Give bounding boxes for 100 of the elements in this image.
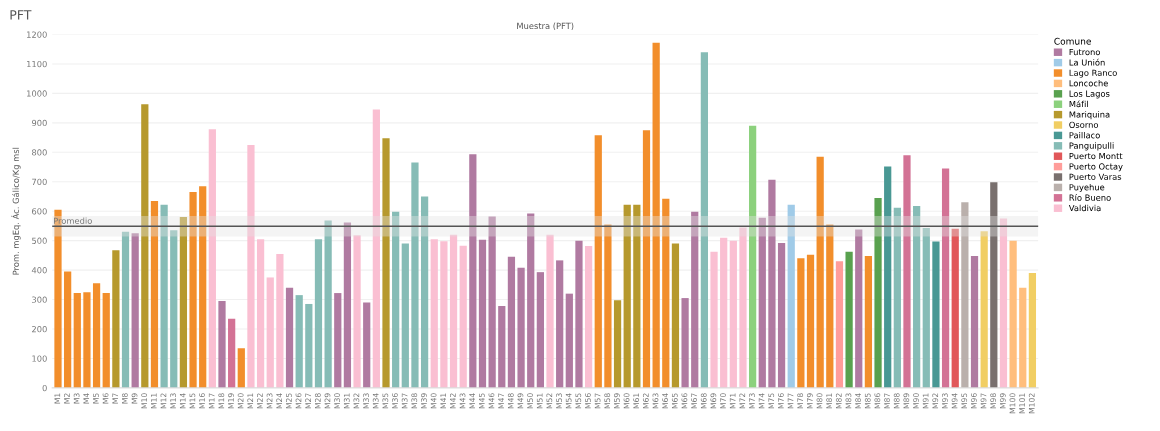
bar	[218, 301, 226, 388]
bar	[777, 243, 786, 388]
bar	[633, 204, 641, 388]
bar	[247, 144, 255, 388]
bar	[199, 186, 207, 388]
bar	[237, 348, 245, 388]
bar	[488, 216, 496, 388]
bar	[768, 179, 776, 388]
bar	[941, 168, 950, 388]
bar	[826, 224, 834, 388]
y-tick-label: 200	[32, 325, 47, 333]
bar	[392, 211, 400, 388]
bar	[758, 217, 766, 388]
bar	[498, 306, 506, 388]
bar	[546, 234, 554, 388]
bar	[64, 271, 72, 388]
bar	[1028, 273, 1037, 388]
bar	[363, 302, 371, 388]
y-axis-title: Prom. mgEq. Ác. Gálico/Kg msl	[11, 147, 21, 275]
bar	[604, 224, 612, 388]
bar	[903, 155, 911, 388]
bar	[536, 272, 544, 388]
legend-title: Comune	[1054, 37, 1091, 45]
bar	[266, 277, 274, 388]
bar	[478, 239, 487, 388]
bar	[980, 231, 988, 388]
bar	[507, 256, 516, 388]
bar	[343, 222, 352, 388]
bar	[440, 241, 448, 388]
legend-label: Loncoche	[1069, 79, 1108, 87]
bar	[527, 213, 535, 388]
bar	[864, 255, 873, 388]
bar	[681, 298, 689, 388]
bar	[787, 204, 795, 388]
legend-label: Osorno	[1069, 121, 1099, 128]
bar	[816, 156, 824, 388]
bar	[575, 240, 583, 388]
bar	[720, 237, 728, 388]
bar	[353, 235, 361, 388]
bar	[797, 258, 805, 388]
bar	[594, 135, 602, 388]
bar	[652, 42, 660, 388]
y-tick-label: 300	[32, 296, 47, 303]
bar	[806, 254, 815, 388]
bar	[170, 230, 178, 388]
bar	[160, 204, 168, 388]
bar	[845, 251, 853, 388]
bar	[565, 293, 573, 388]
bar	[1019, 287, 1027, 388]
bar	[372, 109, 380, 388]
bar	[401, 243, 409, 388]
legend-label: Puerto Varas	[1069, 173, 1122, 180]
legend-label: Puyehue	[1069, 183, 1105, 192]
bar	[671, 243, 680, 388]
y-tick-label: 800	[32, 149, 47, 156]
bar	[1009, 240, 1017, 388]
chart-subtitle: Muestra (PFT)	[517, 22, 574, 31]
bar	[179, 217, 188, 388]
bar	[961, 202, 969, 388]
bar	[913, 205, 921, 388]
bar	[314, 239, 323, 388]
legend-label: Los Lagos	[1069, 90, 1110, 99]
bar	[73, 293, 81, 388]
bar	[256, 239, 265, 388]
bar	[884, 166, 892, 388]
bar	[83, 292, 91, 388]
bar	[556, 260, 564, 388]
bar	[295, 295, 303, 388]
bar	[932, 241, 940, 388]
bar	[855, 229, 863, 388]
y-tick-label: 400	[31, 267, 47, 274]
bar	[999, 218, 1008, 388]
bar	[420, 196, 429, 388]
bar	[141, 104, 149, 388]
legend-label: La Unión	[1069, 58, 1105, 66]
bar	[642, 130, 651, 388]
legend-label: Mariquina	[1069, 111, 1110, 120]
bar	[276, 253, 284, 388]
legend-label: Río Bueno	[1069, 194, 1111, 201]
legend-label: Puerto Octay	[1069, 163, 1123, 172]
bar	[835, 261, 844, 388]
bar	[623, 204, 631, 388]
legend-label: Valdivia	[1068, 204, 1101, 212]
bar	[922, 227, 930, 388]
bar	[411, 162, 419, 388]
bar	[710, 251, 718, 388]
bar	[739, 227, 747, 388]
legend-label: Paillaco	[1069, 131, 1100, 139]
y-tick-label: 500	[32, 237, 47, 244]
legend-label: Máfil	[1069, 100, 1088, 108]
bar	[112, 250, 120, 388]
legend-label: Lago Ranco	[1069, 69, 1117, 78]
legend-label: Panguipulli	[1069, 142, 1114, 151]
legend-label: Futrono	[1069, 49, 1100, 56]
chart-title: PFT	[10, 10, 32, 20]
bar	[700, 52, 709, 388]
bar	[613, 300, 622, 388]
bar	[305, 303, 313, 388]
y-tick-label: 900	[31, 119, 47, 127]
bar	[459, 245, 467, 388]
